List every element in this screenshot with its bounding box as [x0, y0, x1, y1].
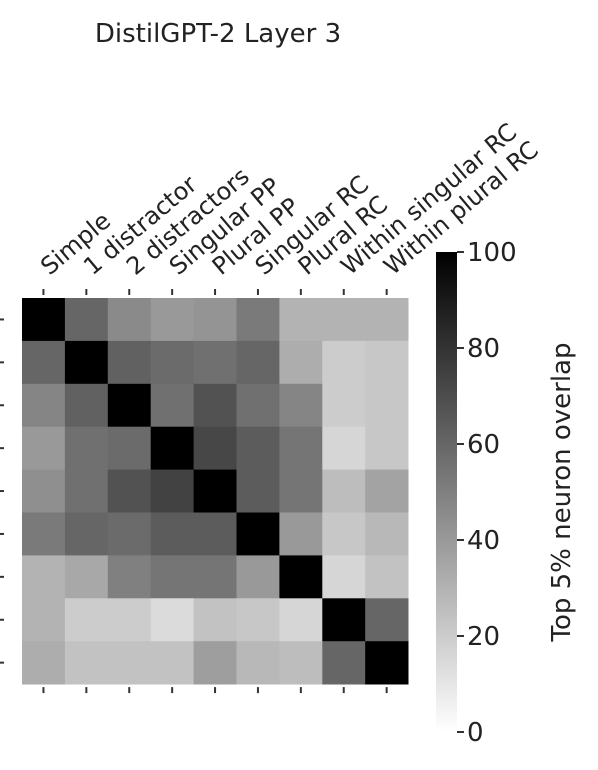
heatmap-cell-r3-c5	[236, 426, 280, 470]
heatmap-cell-r2-c6	[279, 383, 323, 428]
heatmap-cell-r5-c2	[107, 512, 152, 556]
heatmap-cell-r1-c0	[22, 340, 66, 385]
heatmap-cell-r0-c5	[236, 298, 280, 342]
heatmap-cell-r6-c4	[193, 555, 237, 599]
heatmap-cell-r6-c0	[22, 555, 66, 599]
heatmap-cell-r3-c1	[64, 426, 109, 470]
heatmap-cell-r0-c7	[322, 298, 366, 342]
heatmap-cell-r4-c6	[279, 469, 323, 513]
heatmap-cell-r8-c2	[107, 641, 152, 685]
heatmap-cell-r7-c3	[150, 598, 194, 642]
heatmap-cell-r7-c0	[22, 598, 66, 642]
heatmap-cell-r8-c8	[365, 641, 409, 685]
heatmap-cell-r1-c8	[365, 340, 409, 385]
heatmap-cell-r8-c3	[150, 641, 194, 685]
heatmap-cell-r8-c5	[236, 641, 280, 685]
heatmap-cell-r7-c4	[193, 598, 237, 642]
heatmap-cell-r8-c6	[279, 641, 323, 685]
heatmap-cell-r1-c3	[150, 340, 194, 385]
heatmap-cell-r4-c7	[322, 469, 366, 513]
heatmap-cell-r5-c8	[365, 512, 409, 556]
colorbar-tick-label: 20	[467, 622, 500, 652]
colorbar-label: Top 5% neuron overlap	[547, 342, 577, 642]
x-ticks-bottom	[42, 687, 388, 694]
colorbar-tick-label: 60	[467, 430, 500, 460]
heatmap-cell-r4-c8	[365, 469, 409, 513]
heatmap-cell-r6-c5	[236, 555, 280, 599]
heatmap-cell-r4-c0	[22, 469, 66, 513]
heatmap-cell-r6-c2	[107, 555, 152, 599]
heatmap-cell-r2-c8	[365, 383, 409, 428]
heatmap-cell-r2-c1	[64, 383, 109, 428]
heatmap-cell-r3-c3	[150, 426, 194, 470]
colorbar-tick-label: 80	[467, 334, 500, 364]
heatmap-cell-r7-c6	[279, 598, 323, 642]
heatmap-cell-r7-c2	[107, 598, 152, 642]
heatmap-cell-r4-c2	[107, 469, 152, 513]
heatmap-cell-r5-c6	[279, 512, 323, 556]
heatmap-cell-r6-c1	[64, 555, 109, 599]
heatmap-cell-r5-c7	[322, 512, 366, 556]
heatmap-cell-r5-c3	[150, 512, 194, 556]
colorbar-tick-label: 0	[467, 718, 484, 748]
heatmap-cell-r7-c5	[236, 598, 280, 642]
heatmap-cell-r1-c2	[107, 340, 152, 385]
heatmap-cell-r4-c3	[150, 469, 194, 513]
chart-title: DistilGPT-2 Layer 3	[95, 19, 341, 49]
heatmap-cell-r2-c3	[150, 383, 194, 428]
colorbar-tick-label: 40	[467, 526, 500, 556]
heatmap-cell-r2-c5	[236, 383, 280, 428]
heatmap-cell-r0-c3	[150, 298, 194, 342]
heatmap-cell-r5-c0	[22, 512, 66, 556]
heatmap-cell-r6-c7	[322, 555, 366, 599]
colorbar-tick-label: 100	[467, 238, 517, 268]
heatmap-cell-r2-c7	[322, 383, 366, 428]
colorbar	[436, 252, 457, 732]
heatmap-cell-r1-c5	[236, 340, 280, 385]
heatmap-cell-r3-c7	[322, 426, 366, 470]
heatmap-cell-r1-c1	[64, 340, 109, 385]
heatmap-cell-r0-c0	[22, 298, 66, 342]
heatmap-cell-r3-c8	[365, 426, 409, 470]
heatmap-cell-r2-c0	[22, 383, 66, 428]
heatmap-cells	[22, 298, 409, 685]
heatmap-cell-r8-c0	[22, 641, 66, 685]
heatmap-cell-r5-c5	[236, 512, 280, 556]
heatmap-cell-r3-c6	[279, 426, 323, 470]
heatmap-cell-r0-c1	[64, 298, 109, 342]
heatmap-cell-r0-c4	[193, 298, 237, 342]
y-ticks-left	[0, 318, 4, 664]
heatmap-cell-r6-c3	[150, 555, 194, 599]
heatmap-cell-r8-c4	[193, 641, 237, 685]
heatmap-cell-r5-c4	[193, 512, 237, 556]
heatmap-cell-r1-c6	[279, 340, 323, 385]
colorbar-ticks: 0 20 40 60 80 100	[457, 238, 517, 748]
heatmap-cell-r4-c1	[64, 469, 109, 513]
heatmap-cell-r3-c4	[193, 426, 237, 470]
heatmap-cell-r6-c8	[365, 555, 409, 599]
heatmap-cell-r4-c4	[193, 469, 237, 513]
heatmap-cell-r3-c0	[22, 426, 66, 470]
heatmap-cell-r2-c2	[107, 383, 152, 428]
heatmap-cell-r8-c7	[322, 641, 366, 685]
heatmap-cell-r6-c6	[279, 555, 323, 599]
heatmap-cell-r8-c1	[64, 641, 109, 685]
heatmap-cell-r2-c4	[193, 383, 237, 428]
heatmap-cell-r7-c8	[365, 598, 409, 642]
heatmap-cell-r1-c7	[322, 340, 366, 385]
heatmap-cell-r7-c7	[322, 598, 366, 642]
heatmap-cell-r3-c2	[107, 426, 152, 470]
heatmap-cell-r0-c8	[365, 298, 409, 342]
heatmap-cell-r0-c2	[107, 298, 152, 342]
x-ticks-top	[42, 289, 388, 295]
heatmap-cell-r0-c6	[279, 298, 323, 342]
heatmap-cell-r4-c5	[236, 469, 280, 513]
heatmap-cell-r7-c1	[64, 598, 109, 642]
heatmap-cell-r5-c1	[64, 512, 109, 556]
heatmap-cell-r1-c4	[193, 340, 237, 385]
